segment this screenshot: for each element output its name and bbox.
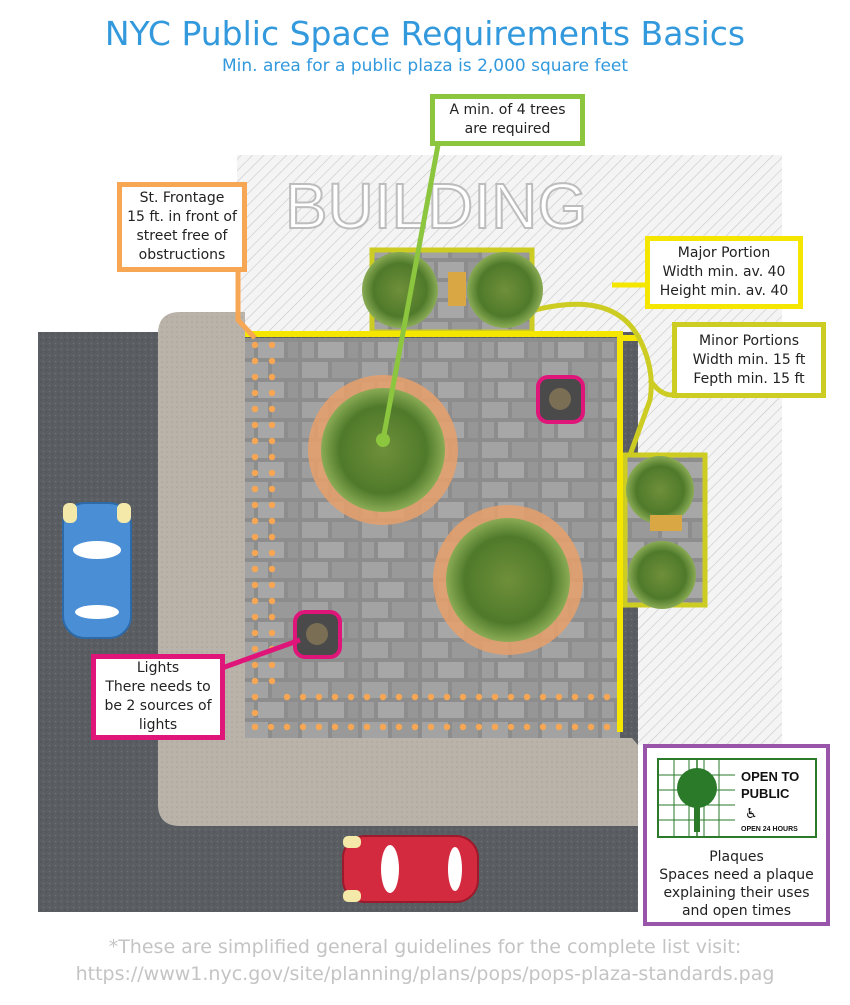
plaque-text-line: and open times [681, 903, 792, 919]
minor-portions-line: Minor Portions [699, 332, 799, 349]
page-title: NYC Public Space Requirements Basics [104, 14, 746, 53]
sign-hours: OPEN 24 HOURS [741, 826, 798, 833]
tree-icon [467, 252, 543, 328]
major-portion-callout: Major Portion Width min. av. 40 Height m… [645, 236, 803, 309]
frontage-dots [251, 341, 611, 731]
plaque-text-line: explaining their uses [663, 885, 810, 901]
building-label: BUILDING [285, 170, 587, 242]
tree-icon [626, 456, 694, 524]
plaque-text-line: Plaques [709, 849, 764, 865]
tree-icon [433, 505, 583, 655]
minor-portions-line: Width min. 15 ft [692, 351, 806, 368]
major-portion-line: Height min. av. 40 [659, 283, 789, 299]
lights-callout-line: Lights [136, 660, 180, 676]
wheelchair-icon: ♿ [745, 806, 758, 822]
plaque-text-line: Spaces need a plaque [659, 867, 814, 883]
lights-callout: Lights There needs to be 2 sources of li… [91, 654, 225, 740]
trees-callout: A min. of 4 trees are required [430, 94, 585, 146]
tree-icon [362, 252, 438, 328]
frontage-callout: St. Frontage 15 ft. in front of street f… [117, 182, 247, 272]
page-subtitle: Min. area for a public plaza is 2,000 sq… [221, 56, 629, 76]
trees-callout-line: are required [464, 121, 551, 137]
major-portion-line: Major Portion [677, 245, 771, 261]
sign-heading: OPEN TO PUBLIC [741, 768, 799, 802]
plaque-callout: OPEN TO PUBLIC ♿ OPEN 24 HOURS Plaques S… [643, 744, 830, 926]
frontage-callout-line: St. Frontage [139, 190, 225, 206]
sign-heading-line: PUBLIC [741, 786, 790, 801]
tree-icon [659, 760, 735, 836]
minor-portions-line: Fepth min. 15 ft [693, 370, 805, 387]
footer-note: *These are simplified general guidelines… [0, 934, 850, 988]
tree-icon [628, 541, 696, 609]
footer-line: *These are simplified general guidelines… [108, 936, 742, 958]
sign-heading-line: OPEN TO [741, 769, 800, 784]
major-portion-line: Width min. av. 40 [662, 264, 786, 280]
footer-link[interactable]: https://www1.nyc.gov/site/planning/plans… [75, 963, 775, 985]
lights-callout-line: There needs to [105, 679, 211, 695]
car-icon [342, 835, 479, 903]
lamp-icon [293, 610, 342, 659]
frontage-callout-line: obstructions [138, 247, 226, 263]
trees-callout-line: A min. of 4 trees [449, 102, 566, 118]
car-icon [62, 502, 132, 639]
minor-portions-callout: Minor Portions Width min. 15 ft Fepth mi… [672, 322, 826, 398]
tree-icon [308, 375, 458, 525]
open-to-public-sign: OPEN TO PUBLIC ♿ OPEN 24 HOURS [657, 758, 817, 838]
frontage-callout-line: 15 ft. in front of [127, 209, 237, 225]
lamp-icon [536, 375, 585, 424]
lights-callout-line: be 2 sources of [104, 698, 212, 714]
sidewalk [158, 312, 638, 826]
lights-callout-line: lights [138, 717, 178, 733]
frontage-callout-line: street free of [136, 228, 228, 244]
plaque-text: Plaques Spaces need a plaque explaining … [647, 848, 826, 920]
